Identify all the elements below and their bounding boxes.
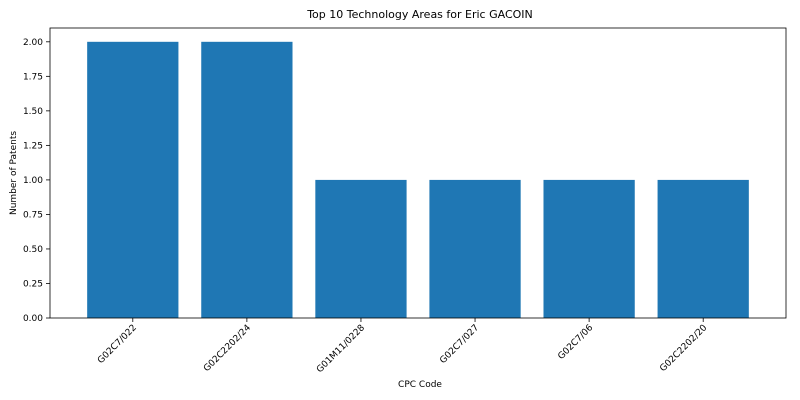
bars-group bbox=[87, 42, 749, 318]
y-tick-label: 0.50 bbox=[23, 245, 43, 255]
x-tick-label: G02C2202/24 bbox=[202, 323, 253, 374]
bar bbox=[658, 180, 749, 318]
x-tick-label: G02C7/06 bbox=[556, 323, 595, 362]
y-tick-label: 2.00 bbox=[23, 38, 43, 48]
y-tick-label: 1.25 bbox=[23, 141, 43, 151]
bar bbox=[201, 42, 292, 318]
x-axis-title: CPC Code bbox=[398, 380, 442, 390]
y-tick-label: 1.75 bbox=[23, 72, 43, 82]
y-tick-label: 1.50 bbox=[23, 107, 43, 117]
x-axis-ticks: G02C7/022 G02C2202/24 G01M11/0228 G02C7/027… bbox=[96, 318, 709, 375]
bar bbox=[87, 42, 178, 318]
y-axis-title: Number of Patents bbox=[9, 131, 19, 215]
y-axis-ticks: 0.00 0.25 0.50 0.75 1.00 1.25 1.50 1.75 2.00 bbox=[23, 38, 50, 324]
y-tick-label: 0.00 bbox=[23, 314, 43, 324]
y-tick-label: 0.25 bbox=[23, 279, 43, 289]
x-tick-label: G02C7/027 bbox=[438, 323, 481, 366]
x-tick-label: G02C2202/20 bbox=[658, 323, 709, 374]
x-tick-label: G02C7/022 bbox=[96, 323, 139, 366]
bar bbox=[315, 180, 406, 318]
bar bbox=[429, 180, 520, 318]
bar bbox=[543, 180, 634, 318]
x-tick-label: G01M11/0228 bbox=[315, 323, 367, 375]
chart-title: Top 10 Technology Areas for Eric GACOIN bbox=[306, 8, 533, 21]
y-tick-label: 1.00 bbox=[23, 176, 43, 186]
y-tick-label: 0.75 bbox=[23, 210, 43, 220]
